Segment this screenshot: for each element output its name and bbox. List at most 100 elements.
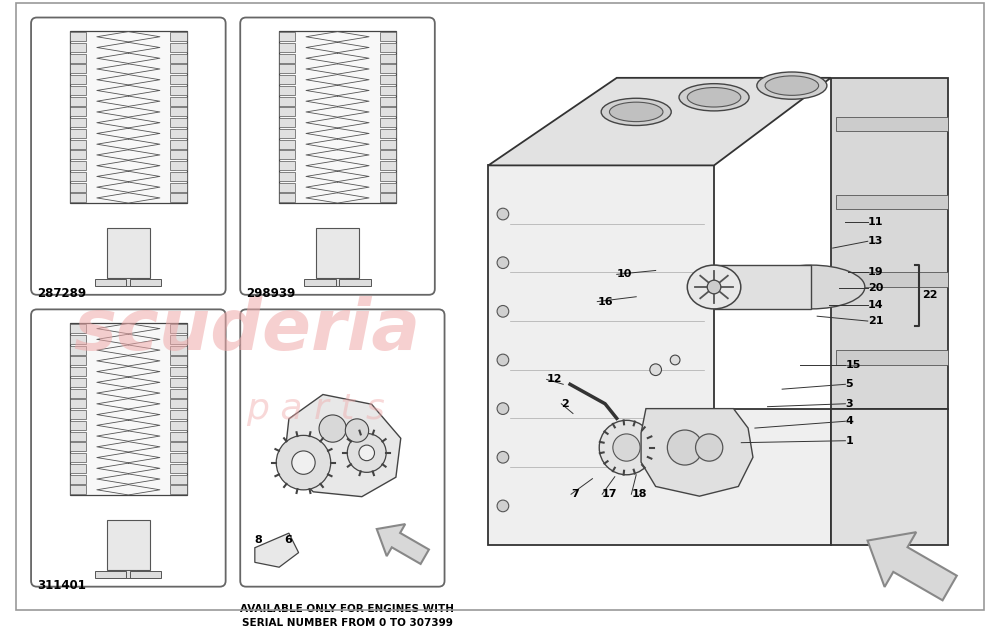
Bar [170, 43, 187, 52]
Bar [70, 432, 86, 440]
Bar [279, 64, 295, 74]
Circle shape [497, 306, 509, 317]
Text: 16: 16 [597, 297, 613, 307]
Bar [170, 54, 187, 63]
Bar [170, 161, 187, 170]
Bar [170, 64, 187, 74]
Text: 311401: 311401 [37, 579, 86, 592]
Bar [107, 228, 150, 278]
Bar [70, 43, 86, 52]
Bar [170, 172, 187, 181]
Bar [70, 389, 86, 398]
Bar [279, 183, 295, 192]
Bar [70, 193, 86, 202]
Text: 7: 7 [571, 490, 579, 499]
Polygon shape [488, 78, 831, 166]
Bar [70, 346, 86, 355]
Bar [279, 140, 295, 149]
Bar [70, 324, 86, 333]
Bar [279, 86, 295, 95]
Text: 21: 21 [868, 316, 883, 326]
FancyBboxPatch shape [31, 309, 226, 587]
FancyBboxPatch shape [240, 309, 445, 587]
Text: 6: 6 [284, 535, 292, 545]
Text: 5: 5 [845, 379, 853, 389]
Bar [70, 161, 86, 170]
Bar [70, 485, 86, 495]
Bar [121, 278, 136, 287]
Text: 18: 18 [631, 490, 647, 499]
Bar [70, 54, 86, 63]
Bar [70, 323, 187, 495]
Text: 14: 14 [868, 299, 883, 309]
Bar [304, 278, 336, 287]
Bar [170, 421, 187, 430]
Bar [70, 453, 86, 462]
Bar [339, 278, 371, 287]
Bar [170, 183, 187, 192]
Bar [170, 108, 187, 117]
Text: 8: 8 [255, 535, 263, 545]
Circle shape [667, 430, 702, 465]
Bar [170, 96, 187, 106]
Circle shape [497, 403, 509, 415]
Bar [170, 193, 187, 202]
Bar [380, 64, 396, 74]
Polygon shape [836, 117, 948, 131]
FancyBboxPatch shape [240, 18, 435, 295]
Bar [170, 324, 187, 333]
Bar [70, 442, 86, 451]
Bar [170, 485, 187, 495]
Bar [380, 32, 396, 41]
Text: 22: 22 [922, 290, 938, 301]
Bar [170, 389, 187, 398]
Circle shape [650, 364, 662, 375]
Bar [714, 265, 811, 309]
Circle shape [670, 355, 680, 365]
Bar [70, 335, 86, 344]
Bar [130, 571, 161, 578]
Bar [380, 151, 396, 159]
Bar [170, 453, 187, 462]
Ellipse shape [765, 76, 819, 95]
Bar [70, 64, 86, 74]
Circle shape [613, 434, 640, 461]
Bar [380, 161, 396, 170]
Bar [170, 378, 187, 387]
Bar [380, 172, 396, 181]
Bar [70, 32, 86, 41]
Bar [70, 118, 86, 127]
Bar [70, 464, 86, 472]
Text: 11: 11 [868, 217, 883, 227]
Polygon shape [377, 524, 429, 564]
Bar [279, 108, 295, 117]
Bar [70, 96, 86, 106]
Bar [107, 520, 150, 570]
Text: 10: 10 [617, 270, 632, 279]
Bar [279, 151, 295, 159]
Text: 298939: 298939 [246, 287, 295, 300]
Bar [170, 118, 187, 127]
Bar [70, 75, 86, 84]
Circle shape [599, 420, 654, 475]
Bar [316, 228, 359, 278]
Bar [380, 118, 396, 127]
Bar [380, 86, 396, 95]
Bar [170, 151, 187, 159]
Bar [70, 129, 86, 138]
Bar [170, 129, 187, 138]
Bar [170, 86, 187, 95]
Ellipse shape [758, 265, 865, 309]
Bar [279, 129, 295, 138]
Bar [70, 410, 86, 419]
Bar [279, 193, 295, 202]
Bar [70, 86, 86, 95]
Bar [170, 474, 187, 484]
Bar [70, 357, 86, 365]
Bar [380, 108, 396, 117]
Bar [279, 43, 295, 52]
Polygon shape [831, 78, 948, 409]
Bar [170, 140, 187, 149]
Circle shape [497, 257, 509, 268]
Text: 19: 19 [868, 267, 883, 277]
